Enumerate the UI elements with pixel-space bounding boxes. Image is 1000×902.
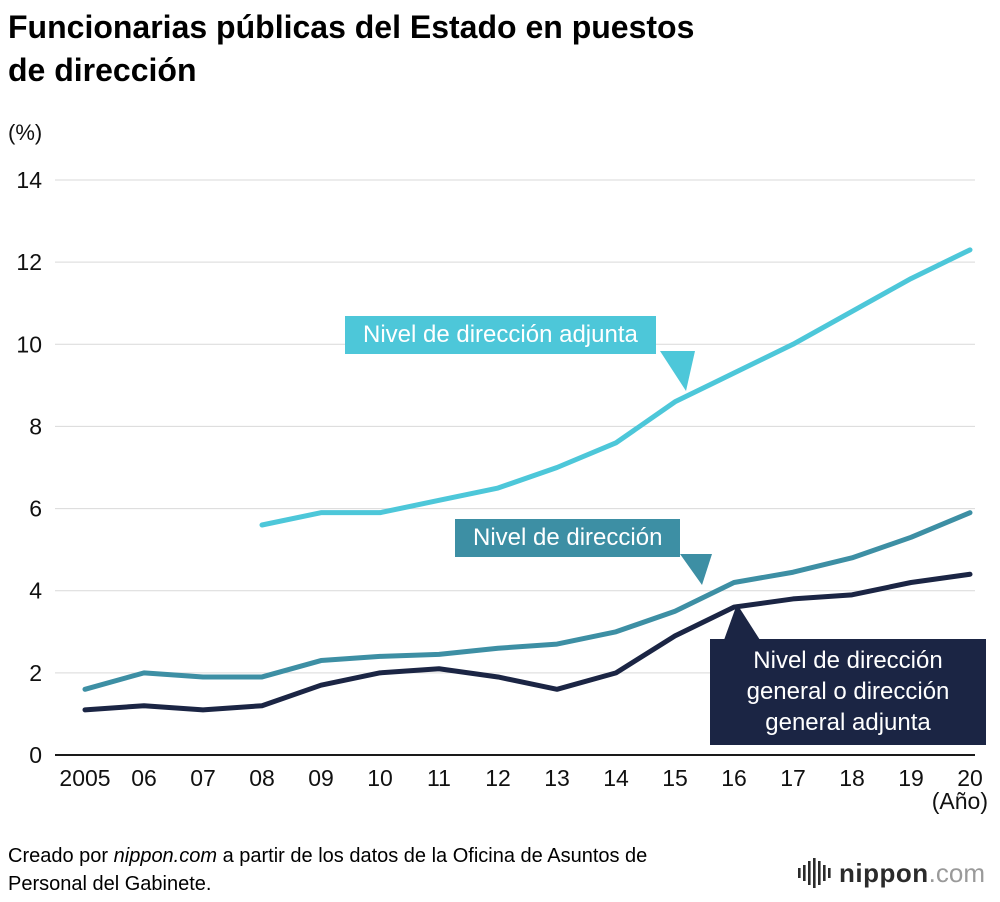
svg-text:16: 16 — [721, 765, 747, 791]
svg-text:8: 8 — [29, 413, 42, 439]
svg-text:2005: 2005 — [59, 765, 110, 791]
annotation-nivel-direccion-adjunta: Nivel de dirección adjunta — [345, 316, 656, 354]
svg-text:17: 17 — [780, 765, 806, 791]
page-title-line-1: Funcionarias públicas del Estado en pues… — [8, 9, 695, 45]
svg-text:19: 19 — [898, 765, 924, 791]
annotation-general-line-2: general o dirección — [746, 678, 950, 706]
svg-text:4: 4 — [29, 578, 42, 604]
svg-text:12: 12 — [16, 249, 42, 275]
footer-credit-prefix: Creado por — [8, 845, 114, 867]
svg-text:09: 09 — [308, 765, 334, 791]
svg-text:06: 06 — [131, 765, 157, 791]
svg-text:12: 12 — [485, 765, 511, 791]
svg-text:2: 2 — [29, 660, 42, 686]
svg-text:14: 14 — [603, 765, 629, 791]
svg-text:0: 0 — [29, 742, 42, 768]
svg-text:07: 07 — [190, 765, 216, 791]
annotation-pointer-direccion-icon — [680, 554, 712, 585]
svg-text:08: 08 — [249, 765, 275, 791]
logo-bars-icon — [798, 858, 831, 888]
logo-tld: .com — [928, 857, 985, 888]
svg-text:14: 14 — [16, 167, 42, 193]
annotation-general-line-1: Nivel de dirección — [753, 647, 943, 674]
svg-text:10: 10 — [16, 331, 42, 357]
svg-text:10: 10 — [367, 765, 393, 791]
annotation-general-line-3: general adjunta — [765, 709, 931, 737]
svg-text:15: 15 — [662, 765, 688, 791]
footer-credit-source: nippon.com — [113, 845, 218, 867]
footer-credit: Creado por nippon.com a partir de los da… — [8, 842, 708, 898]
logo-wordmark: nippon — [839, 857, 929, 888]
footer-credit-suffix: a partir de los datos de la Oficina de A… — [8, 845, 648, 895]
annotation-nivel-direccion-general: Nivel de dirección general o dirección g… — [710, 639, 986, 745]
annotation-nivel-direccion: Nivel de dirección — [455, 519, 681, 557]
x-axis-note: (Año) — [931, 788, 988, 814]
svg-text:6: 6 — [29, 496, 42, 522]
annotation-pointer-general-icon — [724, 604, 760, 640]
page-title: Funcionarias públicas del Estado en pues… — [8, 6, 694, 91]
svg-text:13: 13 — [544, 765, 570, 791]
svg-text:18: 18 — [839, 765, 865, 791]
svg-text:20: 20 — [957, 765, 983, 791]
annotation-pointer-adjunta-icon — [660, 351, 695, 391]
y-axis-unit-label: (%) — [8, 120, 43, 145]
svg-text:11: 11 — [427, 765, 451, 791]
nippon-logo: nippon.com — [797, 856, 985, 890]
page-title-line-2: de dirección — [8, 51, 197, 88]
